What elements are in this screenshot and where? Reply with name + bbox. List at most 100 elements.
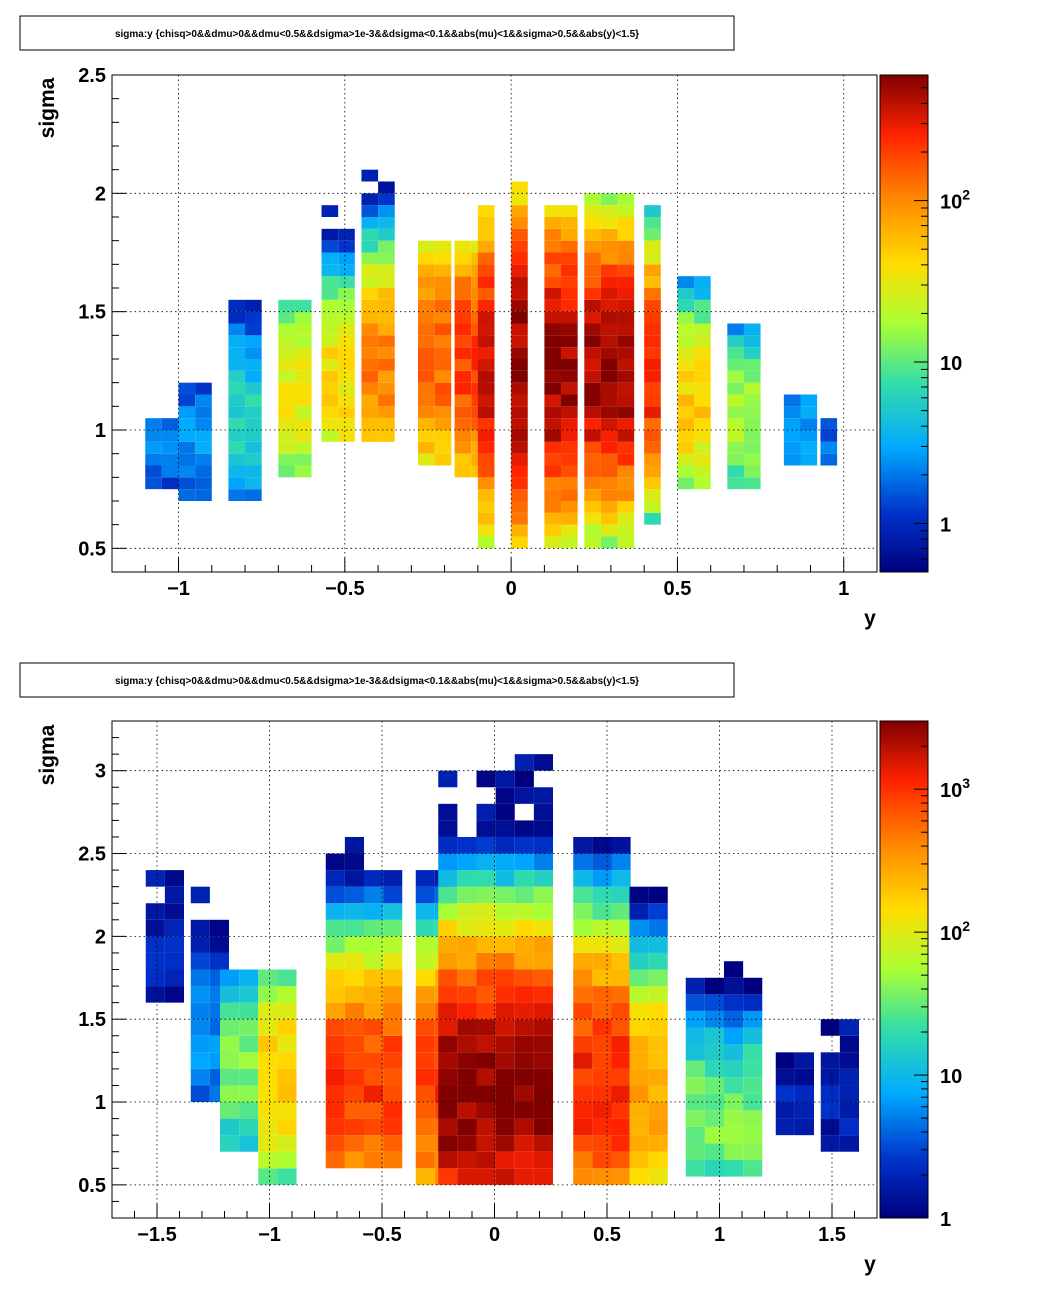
heatmap-cell	[600, 489, 618, 501]
heatmap-cell	[677, 382, 695, 395]
heatmap-cell	[477, 370, 495, 383]
heatmap-cell	[514, 1102, 534, 1119]
heatmap-cell	[561, 465, 578, 478]
heatmap-cell	[584, 418, 601, 430]
heatmap-cell	[584, 347, 601, 359]
heatmap-cell	[600, 512, 618, 525]
heatmap-cell	[514, 1135, 534, 1152]
heatmap-cell	[533, 754, 554, 771]
heatmap-cell	[600, 441, 618, 454]
heatmap-cell	[495, 986, 515, 1003]
heatmap-cell	[418, 264, 435, 277]
heatmap-cell	[325, 903, 345, 920]
heatmap-cell	[561, 394, 578, 407]
heatmap-cell	[245, 347, 262, 359]
heatmap-cell	[743, 1093, 763, 1111]
heatmap-cell	[544, 228, 562, 241]
heatmap-cell	[644, 477, 661, 490]
x-tick-label: 0.5	[664, 578, 692, 600]
heatmap-cell	[434, 311, 452, 324]
heatmap-cell	[321, 205, 339, 217]
heatmap-cell	[704, 977, 724, 995]
heatmap-cell	[600, 228, 618, 241]
heatmap-cell	[592, 1168, 612, 1185]
heatmap-cell	[743, 382, 761, 395]
heatmap-cell	[190, 986, 210, 1003]
heatmap-cell	[617, 240, 635, 253]
heatmap-cell	[592, 903, 612, 920]
heatmap-cell	[178, 489, 196, 501]
heatmap-cell	[361, 394, 379, 407]
heatmap-cell	[511, 477, 528, 490]
heatmap-cell	[495, 1002, 515, 1020]
heatmap-cell	[727, 441, 744, 454]
heatmap-cell	[454, 252, 472, 265]
heatmap-cell	[839, 1035, 860, 1053]
heatmap-cell	[584, 323, 601, 336]
heatmap-cell	[694, 406, 711, 419]
heatmap-cell	[561, 382, 578, 395]
heatmap-cell	[584, 382, 601, 395]
heatmap-cell	[584, 311, 601, 324]
heatmap-cell	[454, 418, 472, 430]
heatmap-cell	[220, 1052, 240, 1069]
heatmap-cell	[839, 1118, 860, 1136]
heatmap-cell	[820, 1068, 840, 1086]
heatmap-cell	[228, 465, 246, 478]
heatmap-cell	[592, 1068, 612, 1086]
heatmap-cell	[694, 453, 711, 466]
heatmap-cell	[476, 870, 496, 887]
heatmap-cell	[644, 205, 661, 217]
heatmap-cell	[677, 323, 695, 336]
heatmap-cell	[727, 382, 744, 395]
heatmap-cell	[190, 1019, 210, 1036]
heatmap-cell	[477, 205, 495, 217]
heatmap-cell	[495, 1118, 515, 1136]
heatmap-cell	[644, 323, 661, 336]
heatmap-cell	[629, 903, 649, 920]
heatmap-cell	[629, 936, 649, 953]
y-tick-label: 1	[95, 1092, 106, 1114]
heatmap-cell	[364, 886, 384, 904]
heatmap-cell	[378, 205, 395, 217]
heatmap-cell	[561, 252, 578, 265]
heatmap-cell	[278, 323, 295, 336]
heatmap-cell	[611, 1002, 631, 1020]
heatmap-cell	[533, 919, 554, 937]
top-axes: −1 −0.5 0 0.5 1 0.5 1 1.5 2 2.5	[78, 65, 878, 600]
heatmap-cell	[617, 228, 635, 241]
heatmap-cell	[278, 453, 295, 466]
heatmap-cell	[418, 370, 435, 383]
heatmap-cell	[434, 430, 452, 442]
heatmap-cell	[685, 1143, 705, 1161]
heatmap-cell	[495, 836, 515, 854]
heatmap-cell	[648, 903, 668, 920]
heatmap-cell	[190, 936, 210, 953]
heatmap-cell	[611, 1035, 631, 1053]
heatmap-cell	[457, 886, 477, 904]
heatmap-cell	[164, 952, 184, 970]
heatmap-cell	[611, 886, 631, 904]
heatmap-cell	[617, 335, 635, 348]
heatmap-cell	[364, 1151, 384, 1169]
heatmap-cell	[611, 853, 631, 871]
heatmap-cell	[644, 347, 661, 359]
heatmap-cell	[383, 952, 403, 970]
heatmap-cell	[476, 770, 496, 788]
heatmap-cell	[209, 952, 229, 970]
heatmap-cell	[278, 299, 295, 312]
bottom-heatmap-cells	[145, 754, 860, 1185]
heatmap-cell	[511, 299, 528, 312]
heatmap-cell	[364, 969, 384, 987]
heatmap-cell	[195, 382, 212, 395]
heatmap-cell	[415, 1135, 435, 1152]
heatmap-cell	[361, 288, 379, 300]
heatmap-cell	[477, 465, 495, 478]
heatmap-cell	[514, 836, 534, 854]
heatmap-cell	[383, 969, 403, 987]
heatmap-cell	[476, 903, 496, 920]
heatmap-cell	[677, 477, 695, 490]
heatmap-cell	[477, 240, 495, 253]
heatmap-cell	[277, 1052, 297, 1069]
heatmap-cell	[839, 1068, 860, 1086]
